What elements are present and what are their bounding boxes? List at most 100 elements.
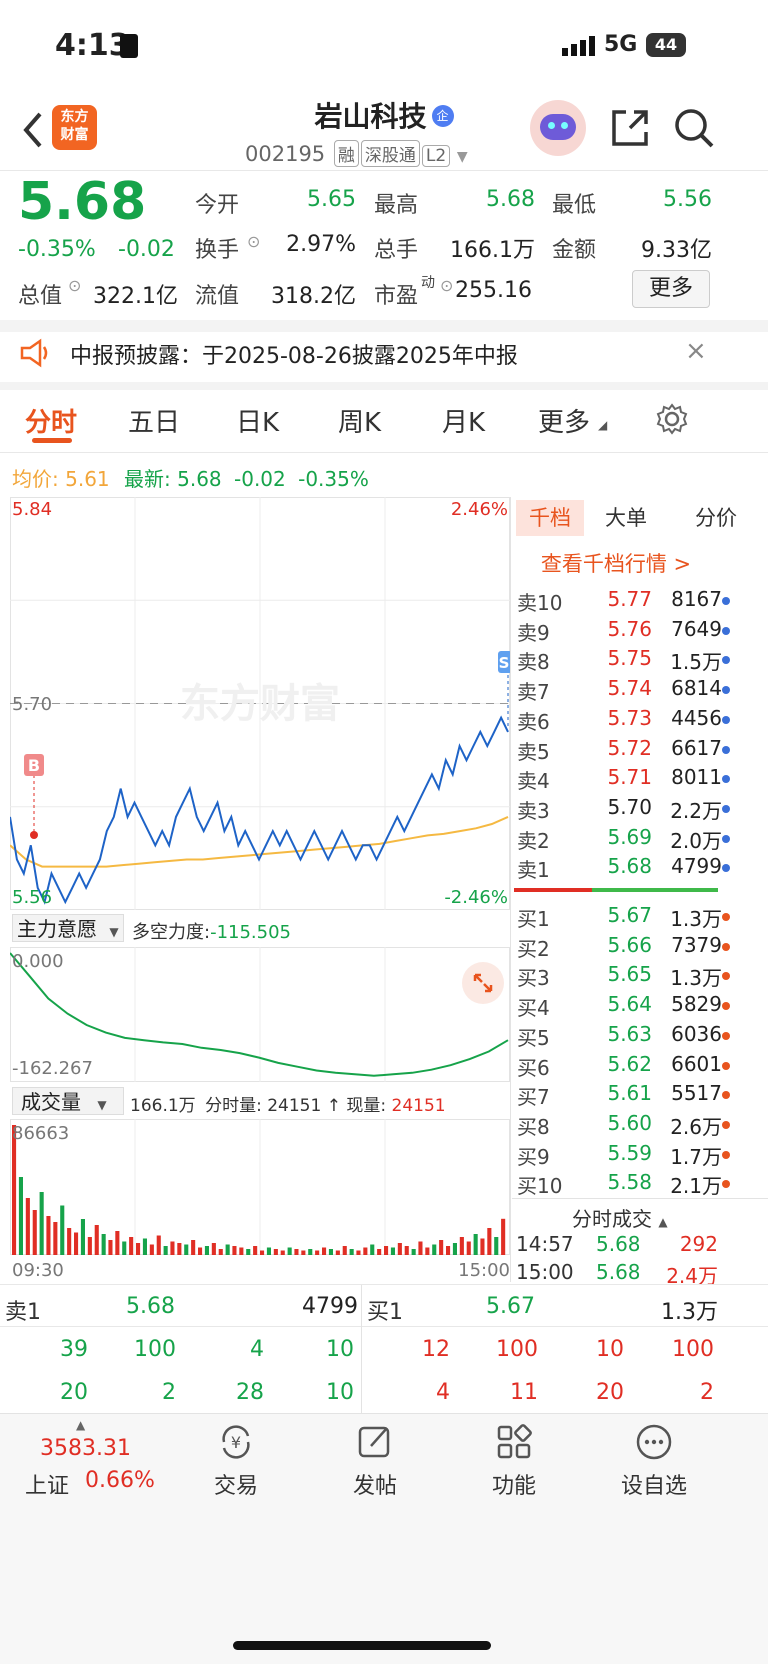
info-icon[interactable]: ⊙ <box>247 232 261 251</box>
ask-row[interactable]: 卖7 5.74 6814 <box>514 676 734 706</box>
ask-price: 5.72 <box>607 735 652 760</box>
index-name[interactable]: 上证 <box>25 1474 70 1499</box>
ask-row[interactable]: 卖10 5.77 8167 <box>514 587 734 617</box>
tab-more[interactable]: 更多 <box>538 408 591 438</box>
tab-orderbook-depth[interactable]: 千档 <box>516 500 584 536</box>
more-button[interactable]: 更多 <box>632 270 710 308</box>
volume-bar <box>108 1240 113 1255</box>
tab-weekly-k[interactable]: 周K <box>338 408 382 438</box>
ask-row[interactable]: 卖8 5.75 1.5万 <box>514 646 734 676</box>
index-percent[interactable]: 0.66% <box>85 1468 155 1493</box>
change-percent: -0.35% <box>18 237 96 262</box>
ticks-header[interactable]: 分时成交 ▲ <box>572 1203 668 1232</box>
divider <box>512 1198 768 1199</box>
volume-bar <box>425 1247 430 1255</box>
buy-queue-cell: 12 <box>422 1337 450 1362</box>
info-icon[interactable]: ⊙ <box>440 276 454 295</box>
latest-value: 5.68 <box>177 467 222 491</box>
bid-row[interactable]: 买3 5.65 1.3万 <box>514 962 734 992</box>
header-title-block: 岩山科技 企 <box>0 95 768 135</box>
period-volume-value: 24151 <box>267 1096 322 1116</box>
bid-row[interactable]: 买10 5.58 2.1万 <box>514 1170 734 1200</box>
orderbook-tabs: 千档 大单 分价 <box>514 498 768 538</box>
ask-row[interactable]: 卖2 5.69 2.0万 <box>514 825 734 855</box>
ask-row[interactable]: 卖6 5.73 4456 <box>514 706 734 736</box>
tab-monthly-k[interactable]: 月K <box>442 408 486 438</box>
tab-large-orders[interactable]: 大单 <box>605 506 647 530</box>
nav-trade[interactable]: ¥ 交易 <box>176 1422 296 1500</box>
chevron-left-icon <box>23 112 42 148</box>
app-logo[interactable]: 东方 财富 <box>52 105 97 150</box>
expand-icon <box>473 973 493 993</box>
volume-bar <box>18 1177 23 1255</box>
caret-down-icon: ▼ <box>97 1098 107 1112</box>
nav-functions[interactable]: 功能 <box>454 1422 574 1500</box>
view-depth-link[interactable]: 查看千档行情 > <box>540 552 692 576</box>
ask-price: 5.70 <box>607 794 652 819</box>
caret-down-icon: ◢ <box>598 418 608 432</box>
ask-row[interactable]: 卖4 5.71 8011 <box>514 765 734 795</box>
volume-select[interactable]: 成交量 ▼ <box>12 1087 124 1115</box>
ask-volume: 2.2万 <box>670 798 722 823</box>
ask-row[interactable]: 卖5 5.72 6617 <box>514 736 734 766</box>
volume-bar <box>487 1228 492 1255</box>
bid-row[interactable]: 买2 5.66 7379 <box>514 933 734 963</box>
bid-volume: 6036 <box>671 1021 722 1046</box>
info-icon[interactable]: ⊙ <box>68 276 82 295</box>
bid-row[interactable]: 买9 5.59 1.7万 <box>514 1141 734 1171</box>
ask-price: 5.69 <box>607 824 652 849</box>
ask-level-label: 卖9 <box>517 620 550 645</box>
home-indicator[interactable] <box>233 1641 491 1650</box>
volume-bar <box>315 1250 320 1255</box>
ask-volume: 1.5万 <box>670 650 722 675</box>
intraday-price-chart[interactable]: 东方财富 B S <box>10 497 510 910</box>
nav-post[interactable]: 发帖 <box>315 1422 435 1500</box>
bid-row[interactable]: 买5 5.63 6036 <box>514 1022 734 1052</box>
change-amount: -0.02 <box>118 237 175 262</box>
bid-row[interactable]: 买7 5.61 5517 <box>514 1081 734 1111</box>
ask-row[interactable]: 卖1 5.68 4799 <box>514 854 734 884</box>
bid-row[interactable]: 买8 5.60 2.6万 <box>514 1111 734 1141</box>
volume-bar <box>163 1246 168 1255</box>
bid-level-label: 买8 <box>517 1114 550 1139</box>
tab-five-day[interactable]: 五日 <box>128 408 181 438</box>
volume-value: 166.1万 <box>450 238 535 263</box>
close-icon[interactable]: × <box>685 336 707 366</box>
volume-bar <box>452 1243 457 1255</box>
gear-icon <box>656 403 688 435</box>
search-button[interactable] <box>672 106 716 154</box>
tick-price: 5.68 <box>596 1232 641 1256</box>
chevron-down-icon[interactable]: ▼ <box>456 149 468 165</box>
volume-chart[interactable] <box>10 1119 510 1255</box>
notice-text[interactable]: 中报预披露：于2025-08-26披露2025年中报 <box>70 344 518 369</box>
bid-price: 5.67 <box>607 903 652 927</box>
ask-row[interactable]: 卖3 5.70 2.2万 <box>514 795 734 825</box>
volume-bar <box>439 1240 444 1255</box>
sell1-volume: 4799 <box>302 1294 358 1319</box>
tab-price-distribution[interactable]: 分价 <box>695 506 737 530</box>
volume-bar <box>122 1241 127 1255</box>
ask-row[interactable]: 卖9 5.76 7649 <box>514 617 734 647</box>
indicator-chart[interactable] <box>10 947 510 1082</box>
buy-queue-cell: 100 <box>672 1337 714 1362</box>
ask-dot-icon <box>722 656 730 665</box>
index-value[interactable]: 3583.31 <box>40 1436 131 1461</box>
bid-row[interactable]: 买6 5.62 6601 <box>514 1052 734 1082</box>
settings-button[interactable] <box>655 402 689 440</box>
sell-queue-cell: 10 <box>326 1380 354 1405</box>
expand-button[interactable] <box>462 962 504 1004</box>
bid-dot-icon <box>722 1002 730 1011</box>
ask-level-label: 卖10 <box>517 591 563 615</box>
nav-add-watchlist[interactable]: 设自选 <box>594 1422 714 1500</box>
indicator-select[interactable]: 主力意愿 ▼ <box>12 914 124 942</box>
back-button[interactable] <box>18 110 48 150</box>
share-button[interactable] <box>608 106 652 154</box>
bid-dot-icon <box>722 1061 730 1070</box>
ai-assistant-avatar[interactable] <box>530 100 586 156</box>
tab-intraday[interactable]: 分时 <box>25 408 78 438</box>
bid-row[interactable]: 买4 5.64 5829 <box>514 992 734 1022</box>
tick-time: 15:00 <box>516 1260 574 1284</box>
tab-daily-k[interactable]: 日K <box>236 408 280 438</box>
bid-row[interactable]: 买1 5.67 1.3万 <box>514 903 734 933</box>
bid-dot-icon <box>722 1031 730 1040</box>
